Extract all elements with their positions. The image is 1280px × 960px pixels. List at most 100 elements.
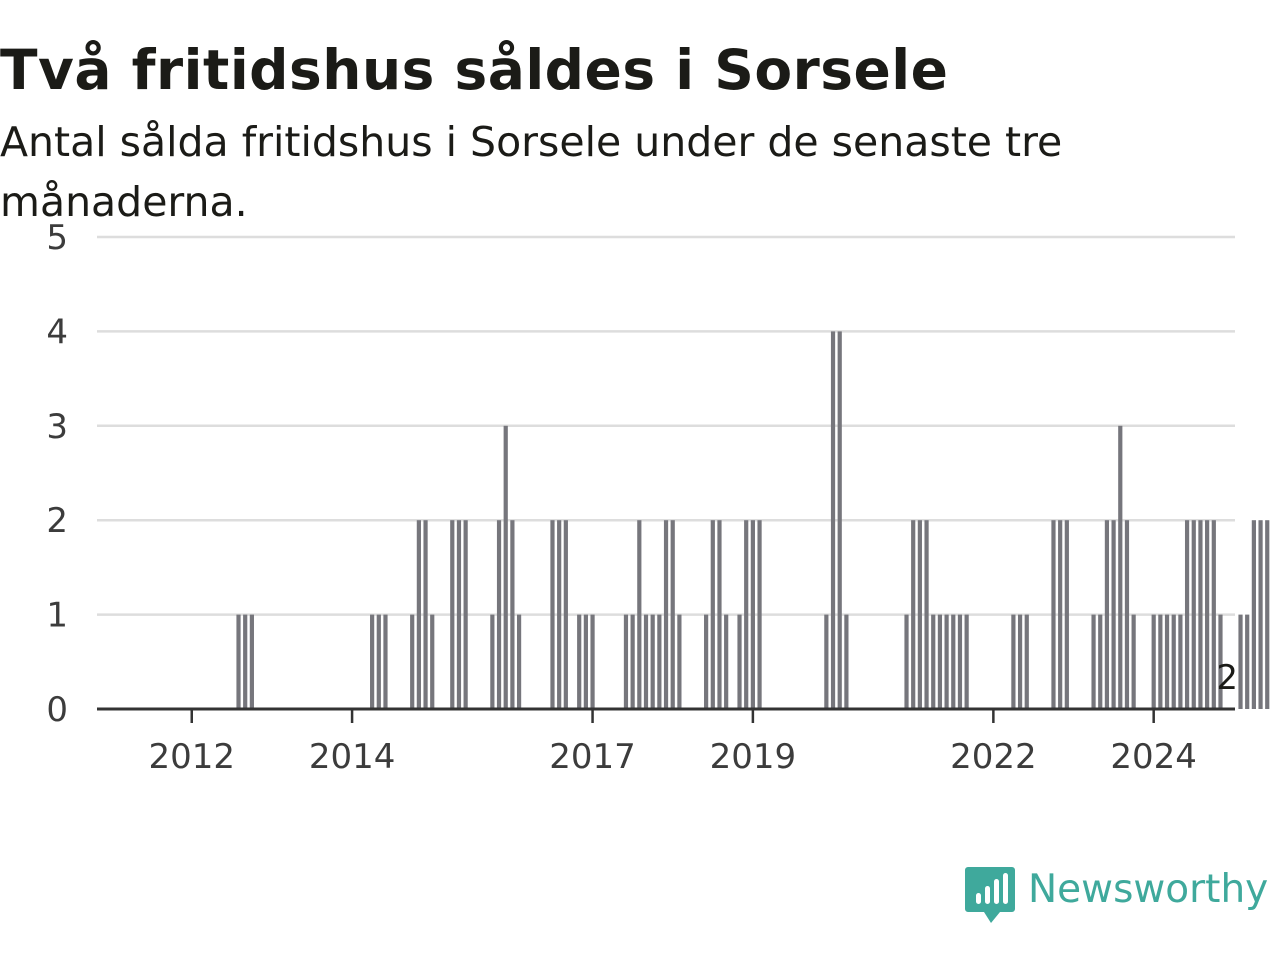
bar: [657, 614, 662, 709]
bar: [757, 520, 762, 709]
bar: [1265, 520, 1270, 709]
chart-title: Två fritidshus såldes i Sorsele: [0, 38, 949, 102]
bar: [650, 614, 655, 709]
bar: [423, 520, 428, 709]
bar: [717, 520, 722, 709]
bar: [463, 520, 468, 709]
bar: [416, 520, 421, 709]
bar: [1017, 614, 1023, 709]
bar: [710, 520, 715, 709]
bar: [1245, 614, 1250, 709]
bar: [490, 614, 495, 709]
bar: [1064, 520, 1069, 709]
x-tick-label: 2024: [1110, 737, 1197, 777]
bar: [643, 614, 649, 709]
y-tick-label: 4: [46, 312, 68, 352]
bar: [450, 520, 455, 709]
bar: [837, 331, 842, 709]
bar: [1131, 614, 1136, 709]
bar: [1124, 520, 1130, 709]
bar: [844, 614, 849, 709]
y-tick-label: 1: [46, 596, 68, 636]
bar: [931, 614, 936, 709]
bar: [1104, 520, 1110, 709]
x-tick-label: 2014: [309, 737, 396, 777]
bar: [704, 614, 709, 709]
bar: [550, 520, 555, 709]
bar: [1178, 614, 1183, 709]
bar: [1251, 520, 1256, 709]
bar: [249, 614, 254, 709]
bar: [370, 614, 375, 709]
bar: [456, 520, 462, 709]
bar: [1111, 520, 1116, 709]
bar: [563, 520, 568, 709]
bar: [583, 614, 588, 709]
bar: [1091, 614, 1096, 709]
bar: [1158, 614, 1163, 709]
y-tick-label: 3: [46, 407, 68, 447]
bar: [1184, 520, 1190, 709]
bar: [951, 614, 956, 709]
bar: [1211, 520, 1216, 709]
y-axis-labels: 0 1 2 3 4 5: [46, 218, 68, 730]
bar: [1051, 520, 1056, 709]
bar: [830, 331, 836, 709]
bar: [904, 614, 909, 709]
highlight-value-label: 2: [1216, 658, 1238, 698]
bar: [944, 614, 949, 709]
bar: [670, 520, 675, 709]
bar: [243, 614, 248, 709]
bar: [1218, 614, 1223, 709]
bar: [236, 614, 241, 709]
x-axis-ticks: 2012 2014 2017 2019 2022 2024: [148, 709, 1197, 777]
bar: [1118, 425, 1123, 709]
y-tick-label: 2: [46, 501, 68, 541]
bar: [1191, 520, 1196, 709]
bar: [957, 614, 963, 709]
gridlines: [97, 235, 1235, 616]
bar: [663, 520, 669, 709]
bars: [236, 331, 1270, 709]
bar: [630, 614, 635, 709]
bar: [724, 614, 729, 709]
chart-subtitle: Antal sålda fritidshus i Sorsele under d…: [0, 118, 1063, 226]
bar: [557, 520, 562, 709]
bar: [1098, 614, 1103, 709]
bar: [503, 425, 508, 709]
bar: [1164, 614, 1170, 709]
bar: [1024, 614, 1029, 709]
x-tick-label: 2017: [549, 737, 636, 777]
bar: [1205, 520, 1210, 709]
x-tick-label: 2019: [710, 737, 797, 777]
bar: [750, 520, 755, 709]
bar: [577, 614, 582, 709]
bar: [637, 520, 642, 709]
bar: [1258, 520, 1263, 709]
x-tick-label: 2022: [950, 737, 1037, 777]
bar: [924, 520, 929, 709]
bar: [516, 614, 522, 709]
bar: [496, 520, 502, 709]
newsworthy-logo-icon: [965, 867, 1015, 923]
bar: [430, 614, 435, 709]
y-tick-label: 0: [46, 690, 68, 730]
bar: [1151, 614, 1156, 709]
bar: [623, 614, 629, 709]
bar: [737, 614, 742, 709]
bar: [410, 614, 415, 709]
bar: [911, 520, 916, 709]
bar: [1171, 614, 1176, 709]
bar: [677, 614, 682, 709]
bar: [937, 614, 943, 709]
bar: [1058, 520, 1063, 709]
bar: [590, 614, 595, 709]
newsworthy-logo[interactable]: Newsworthy: [964, 864, 1268, 928]
bar: [1238, 614, 1243, 709]
bar: [917, 520, 922, 709]
bar: [824, 614, 829, 709]
bar: [510, 520, 515, 709]
bar: [376, 614, 381, 709]
y-tick-label: 5: [46, 218, 68, 258]
bar: [744, 520, 749, 709]
